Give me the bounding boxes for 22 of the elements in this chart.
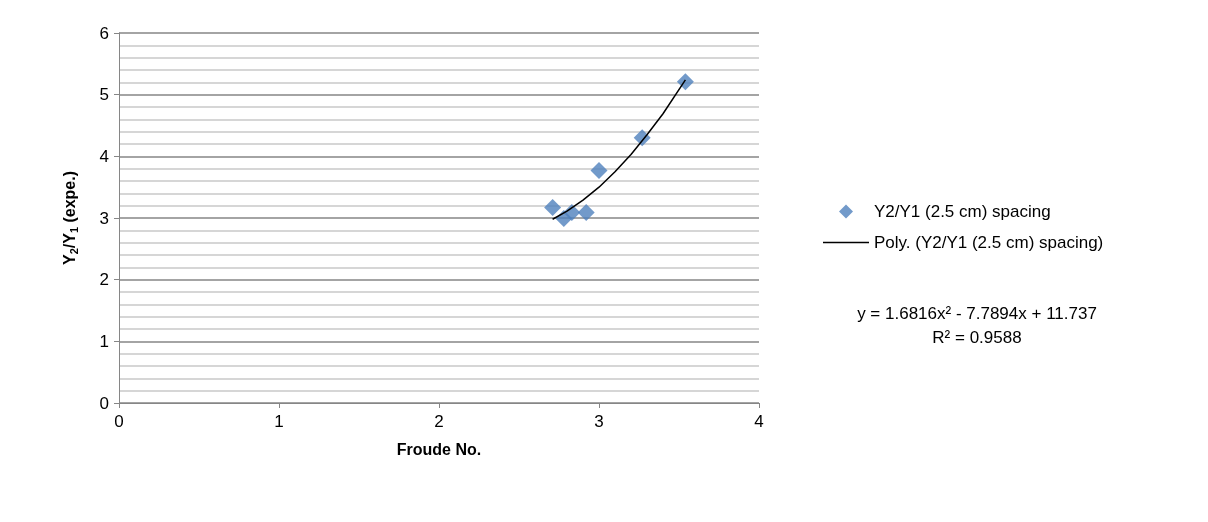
x-axis-title: Froude No. xyxy=(396,440,482,458)
point xyxy=(544,199,562,217)
x-tick-label: 1 xyxy=(274,412,284,431)
text: R² = 0.9588 xyxy=(932,328,1022,347)
x-tick-label: 2 xyxy=(434,412,444,431)
y-tick-label: 4 xyxy=(99,146,109,166)
x-tick-label: 3 xyxy=(594,412,604,431)
y-tick-label: 5 xyxy=(99,85,109,105)
y-tick-label: 3 xyxy=(99,208,109,228)
y-tick-label: 6 xyxy=(99,23,109,43)
y-tick-label: 1 xyxy=(99,331,109,351)
x-tick-label: 4 xyxy=(754,412,764,431)
legend-label: Y2/Y1 (2.5 cm) spacing xyxy=(874,202,1051,221)
y-tick-label: 2 xyxy=(99,270,109,290)
text: y = 1.6816x² - 7.7894x + 11.737 xyxy=(857,304,1097,323)
point xyxy=(577,203,595,221)
y-axis-title: Y2/Y1 (expe.) xyxy=(61,170,80,266)
point xyxy=(590,162,608,180)
x-tick-label: 0 xyxy=(114,412,124,431)
legend-label: Poly. (Y2/Y1 (2.5 cm) spacing) xyxy=(874,233,1104,252)
point xyxy=(676,73,694,91)
y-tick-label: 0 xyxy=(99,393,109,413)
